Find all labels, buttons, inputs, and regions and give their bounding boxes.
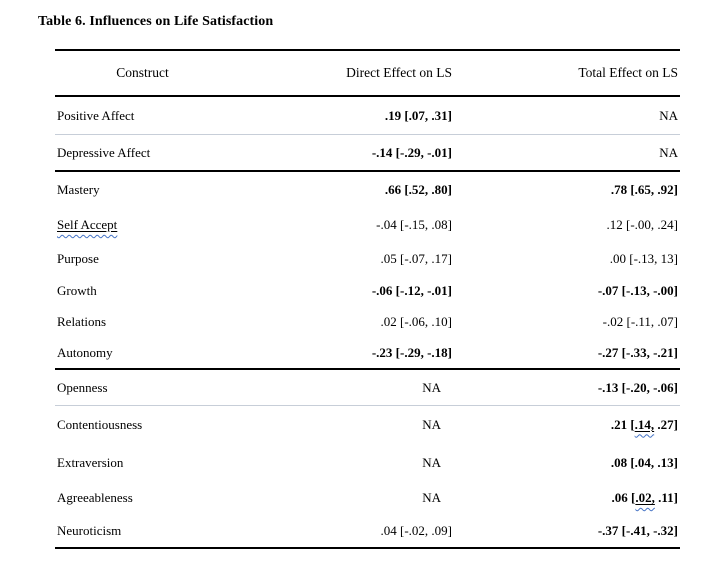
table-row: Self Accept -.04 [-.15, .08] .12 [-.00, .2… <box>55 207 680 243</box>
construct-cell: Purpose <box>57 251 99 266</box>
construct-cell: Relations <box>57 314 107 329</box>
total-effect-cell: .00 [-.13, 13] <box>609 251 678 266</box>
table-row: Purpose .05 [-.07, .17] .00 [-.13, 13] <box>55 243 680 275</box>
total-effect-cell: NA <box>659 144 678 160</box>
construct-cell: Self Accept <box>55 217 250 233</box>
direct-effect-cell: NA <box>422 454 441 470</box>
total-effect-cell: -.27 [-.33, -.21] <box>597 345 678 360</box>
table-row: Depressive Affect -.14 [-.29, -.01] NA <box>55 135 680 172</box>
table-row: Agreeableness NA .06 [.02, .11] <box>55 482 680 514</box>
table-row: Mastery .66 [.52, .80] .78 [.65, .92] <box>55 172 680 207</box>
direct-effect-cell: .04 [-.02, .09] <box>380 522 453 538</box>
table-row: Neuroticism .04 [-.02, .09] -.37 [-.41, -.… <box>55 514 680 547</box>
column-header-construct: Construct <box>116 65 169 80</box>
column-header-total-effect: Total Effect on LS <box>578 65 678 80</box>
direct-effect-cell: -.04 [-.15, .08] <box>376 217 452 232</box>
table-row: Openness NA -.13 [-.20, -.06] <box>55 370 680 406</box>
total-effect-cell: -.07 [-.13, -.00] <box>597 282 678 298</box>
total-effect-cell: NA <box>659 107 678 123</box>
table-row: Growth -.06 [-.12, -.01] -.07 [-.13, -.00] <box>55 275 680 306</box>
grammar-squiggle-mark: .02, <box>635 490 655 505</box>
construct-cell: Openness <box>57 379 108 395</box>
construct-cell: Extraversion <box>57 454 124 470</box>
grammar-squiggle-mark: Self Accept <box>57 217 118 232</box>
total-effect-cell: -.37 [-.41, -.32] <box>597 522 678 538</box>
direct-effect-cell: .02 [-.06, .10] <box>380 314 453 329</box>
total-effect-cell: -.02 [-.11, .07] <box>602 314 678 329</box>
construct-cell: Neuroticism <box>57 522 122 538</box>
total-effect-cell: .78 [.65, .92] <box>610 181 678 197</box>
table-row: Contentiousness NA .21 [.14, .27] <box>55 406 680 443</box>
direct-effect-cell: NA <box>422 490 441 505</box>
column-header-direct-effect: Direct Effect on LS <box>346 65 452 80</box>
direct-effect-cell: -.06 [-.12, -.01] <box>371 282 452 298</box>
table-header-row: Construct Direct Effect on LS Total Effe… <box>55 51 680 97</box>
total-effect-cell: .12 [-.00, .24] <box>606 217 679 232</box>
table-body: Positive Affect .19 [.07, .31] NA Depressiv… <box>55 97 680 547</box>
direct-effect-cell: -.23 [-.29, -.18] <box>371 345 452 360</box>
direct-effect-cell: NA <box>422 379 441 395</box>
direct-effect-cell: -.14 [-.29, -.01] <box>371 144 452 160</box>
construct-cell: Depressive Affect <box>57 144 151 160</box>
direct-effect-cell: .66 [.52, .80] <box>384 181 452 197</box>
total-effect-cell: -.13 [-.20, -.06] <box>597 379 678 395</box>
construct-cell: Autonomy <box>57 345 113 360</box>
total-effect-cell: .06 [.02, .11] <box>611 490 678 505</box>
construct-cell: Agreeableness <box>57 490 133 505</box>
construct-cell: Contentiousness <box>57 416 143 432</box>
construct-cell: Growth <box>57 282 97 298</box>
table-row: Relations .02 [-.06, .10] -.02 [-.11, .07] <box>55 306 680 338</box>
grammar-squiggle-mark: .14, <box>634 416 655 432</box>
table-row: Extraversion NA .08 [.04, .13] <box>55 443 680 482</box>
total-effect-cell: .21 [.14, .27] <box>610 416 678 432</box>
total-effect-cell: .08 [.04, .13] <box>610 454 678 470</box>
table-row: Positive Affect .19 [.07, .31] NA <box>55 97 680 135</box>
table-row: Autonomy -.23 [-.29, -.18] -.27 [-.33, -.2… <box>55 338 680 370</box>
direct-effect-cell: .05 [-.07, .17] <box>380 251 453 266</box>
direct-effect-cell: NA <box>422 416 441 432</box>
construct-cell: Positive Affect <box>57 107 135 123</box>
construct-cell: Mastery <box>57 181 100 197</box>
table-caption: Table 6. Influences on Life Satisfaction <box>38 14 274 29</box>
results-table: Construct Direct Effect on LS Total Effe… <box>55 49 680 549</box>
direct-effect-cell: .19 [.07, .31] <box>384 107 452 123</box>
